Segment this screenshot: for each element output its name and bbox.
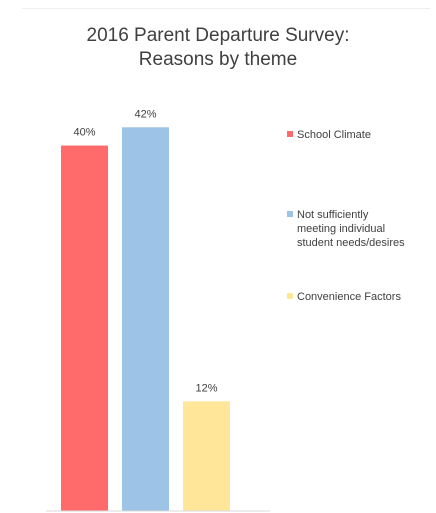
data-label-convenience: 12%: [195, 382, 217, 394]
legend-label-school-climate: School Climate: [297, 129, 371, 141]
legend-item-school-climate: School Climate: [287, 128, 427, 142]
data-label-school-climate: 40%: [73, 127, 95, 139]
legend-swatch-convenience: [287, 293, 293, 299]
bar-convenience: [183, 401, 230, 511]
legend-swatch-school-climate: [287, 131, 293, 137]
top-divider: [22, 8, 430, 9]
legend-swatch-student-needs: [287, 211, 293, 217]
legend-label-convenience: Convenience Factors: [297, 291, 401, 303]
chart-subtitle: Reasons by theme: [138, 49, 298, 70]
bar-school-climate: [61, 145, 108, 511]
bar-student-needs: [122, 127, 169, 511]
data-label-student-needs: 42%: [134, 108, 156, 120]
legend-item-convenience: Convenience Factors: [287, 290, 427, 304]
bars-layer: 40% 42% 12%: [61, 108, 230, 511]
chart-title-block: 2016 Parent Departure Survey: Reasons by…: [0, 24, 436, 72]
chart-title: 2016 Parent Departure Survey:: [86, 25, 350, 46]
legend-item-student-needs: Not sufficiently meeting individual stud…: [287, 208, 427, 250]
legend-label-student-needs: Not sufficiently meeting individual stud…: [297, 209, 405, 249]
